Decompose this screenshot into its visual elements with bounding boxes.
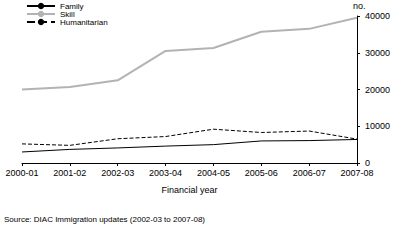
svg-text:10000: 10000: [365, 121, 390, 131]
svg-text:Humanitarian: Humanitarian: [60, 18, 108, 27]
svg-text:2005-06: 2005-06: [245, 168, 278, 178]
svg-text:30000: 30000: [365, 48, 390, 58]
svg-text:40000: 40000: [365, 11, 390, 21]
svg-text:2001-02: 2001-02: [53, 168, 86, 178]
svg-text:2006-07: 2006-07: [293, 168, 326, 178]
svg-text:2004-05: 2004-05: [197, 168, 230, 178]
svg-text:Financial year: Financial year: [161, 185, 217, 195]
svg-text:Skill: Skill: [60, 9, 75, 19]
svg-text:Family: Family: [60, 1, 84, 11]
svg-text:0: 0: [365, 158, 370, 168]
svg-text:20000: 20000: [365, 85, 390, 95]
svg-text:no.: no.: [353, 1, 366, 11]
svg-text:2007-08: 2007-08: [340, 168, 373, 178]
svg-text:2000-01: 2000-01: [5, 168, 38, 178]
svg-text:2002-03: 2002-03: [101, 168, 134, 178]
svg-text:Source: DIAC Immigration updat: Source: DIAC Immigration updates (2002-0…: [4, 215, 205, 224]
svg-text:2003-04: 2003-04: [149, 168, 182, 178]
